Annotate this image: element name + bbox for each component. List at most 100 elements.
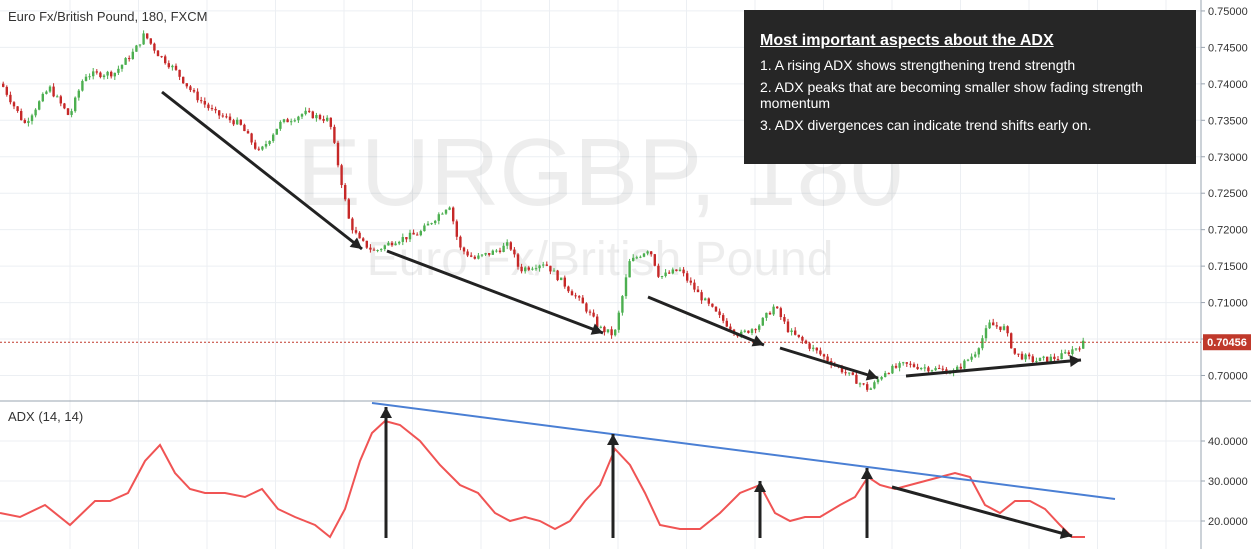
candle-body <box>797 334 800 337</box>
candle-body <box>927 367 930 372</box>
candle-body <box>498 250 502 252</box>
candle-body <box>218 110 221 116</box>
candle-body <box>484 253 487 255</box>
candle-body <box>27 121 30 123</box>
candle-body <box>844 372 847 374</box>
candle-body <box>660 276 664 278</box>
info-box: Most important aspects about the ADX 1. … <box>744 10 1196 164</box>
price-tick-label: 0.72000 <box>1208 225 1248 237</box>
candle-body <box>275 128 278 135</box>
candle-body <box>776 306 779 309</box>
candle-body <box>513 249 516 255</box>
candle-body <box>459 236 462 248</box>
adx-trendline <box>371 402 1116 500</box>
price-tick-label: 0.71000 <box>1208 298 1248 310</box>
candle-body <box>1013 348 1016 354</box>
candle-body <box>66 108 70 115</box>
candle-body <box>758 325 761 330</box>
candle-body <box>585 303 588 312</box>
candle-body <box>30 115 34 122</box>
candle-body <box>704 298 707 301</box>
candle-body <box>628 261 631 278</box>
candle-body <box>315 115 318 119</box>
candle-body <box>239 119 242 125</box>
price-tick-label: 0.74500 <box>1208 42 1248 54</box>
candle-body <box>1010 333 1013 349</box>
candle-body <box>786 321 790 332</box>
price-tick-label: 0.73000 <box>1208 152 1248 164</box>
candle-body <box>977 348 980 355</box>
candle-body <box>74 97 77 112</box>
candle-body <box>52 86 55 97</box>
candle-body <box>822 354 826 357</box>
candle-body <box>473 256 476 259</box>
candle-body <box>1002 326 1006 330</box>
chart-title: Euro Fx/British Pound, 180, FXCM <box>8 9 208 24</box>
candle-body <box>1082 340 1085 349</box>
candle-body <box>520 266 523 272</box>
candle-body <box>790 330 793 332</box>
candle-body <box>635 257 638 259</box>
candle-body <box>556 270 559 281</box>
annotation-arrow-head <box>590 323 603 335</box>
candle-body <box>20 111 23 121</box>
candle-body <box>981 338 984 349</box>
candle-body <box>70 111 73 115</box>
candle-body <box>992 322 995 326</box>
candle-body <box>99 72 102 78</box>
annotation-arrow <box>386 249 604 335</box>
candle-body <box>470 255 473 257</box>
candle-body <box>783 317 786 322</box>
candle-body <box>171 65 174 68</box>
candle-body <box>491 250 494 255</box>
candle-body <box>106 71 109 76</box>
indicator-label: ADX (14, 14) <box>8 409 84 424</box>
candle-body <box>200 100 203 102</box>
candle-body <box>855 374 858 384</box>
candle-body <box>570 291 574 296</box>
candle-body <box>574 295 577 297</box>
candle-body <box>668 272 671 274</box>
candle-body <box>329 117 332 127</box>
candle-body <box>243 124 246 132</box>
adx-tick-label: 40.0000 <box>1208 436 1248 448</box>
annotation-arrow <box>779 346 879 380</box>
candle-body <box>722 315 725 321</box>
candle-body <box>261 146 264 150</box>
candle-body <box>189 86 192 91</box>
candle-body <box>534 268 538 270</box>
last-price-label: 0.70456 <box>1207 337 1247 349</box>
candle-body <box>394 243 397 246</box>
candle-body <box>351 218 354 231</box>
candle-body <box>920 367 923 370</box>
candle-body <box>146 33 149 39</box>
price-axis: 0.700000.705000.710000.715000.720000.725… <box>1201 6 1248 382</box>
candle-body <box>596 316 599 328</box>
candle-body <box>743 330 746 332</box>
candle-body <box>930 370 934 372</box>
candle-body <box>848 372 851 374</box>
candle-body <box>1017 353 1020 355</box>
candle-body <box>56 96 59 98</box>
candle-body <box>113 72 116 77</box>
candle-body <box>495 250 498 252</box>
candle-body <box>441 213 444 215</box>
candle-body <box>131 51 134 59</box>
candle-body <box>412 232 415 235</box>
candle-body <box>41 93 44 102</box>
candle-body <box>682 269 685 274</box>
candle-body <box>480 254 484 256</box>
annotation-arrow-head <box>1069 355 1081 367</box>
candle-body <box>650 251 653 255</box>
candle-body <box>675 269 678 271</box>
candle-body <box>102 75 106 78</box>
candle-body <box>963 360 966 369</box>
candle-body <box>826 356 829 361</box>
candle-body <box>779 308 782 318</box>
candle-body <box>747 330 750 333</box>
candle-body <box>81 80 84 91</box>
candle-body <box>174 65 178 70</box>
candle-body <box>567 286 570 292</box>
candle-body <box>326 117 329 121</box>
candle-body <box>452 207 455 222</box>
